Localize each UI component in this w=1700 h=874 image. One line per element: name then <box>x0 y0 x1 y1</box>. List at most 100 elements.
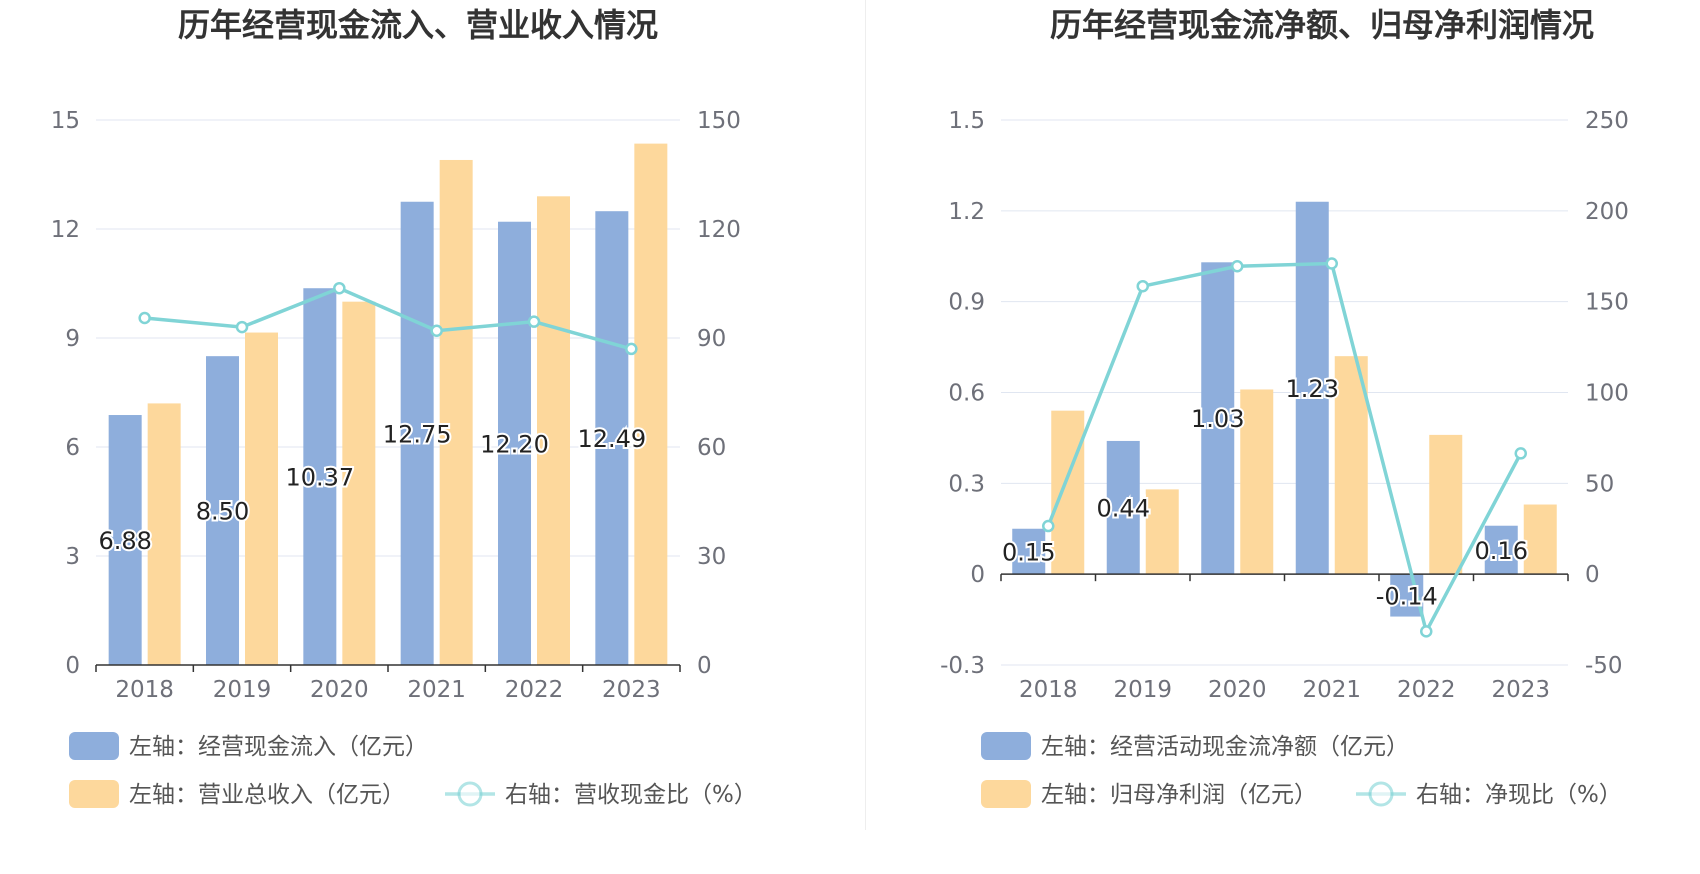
right-axis-tick: 250 <box>1585 108 1629 134</box>
ratio-point <box>1514 447 1527 460</box>
bar-primary <box>1012 528 1046 575</box>
legend-label: 左轴：经营活动现金流净额（亿元） <box>1041 734 1409 760</box>
bar-data-label: 0.44 <box>1097 495 1150 523</box>
category-label: 2023 <box>1491 677 1550 703</box>
legend-label: 右轴：营收现金比（%） <box>505 782 757 808</box>
ratio-point <box>138 311 151 325</box>
chart-panel-right: 历年经营现金流净额、归母净利润情况 -0.3 0 0.3 0.6 0.9 1.2 1.5 -50… <box>850 0 1700 874</box>
bar-secondary <box>439 159 473 665</box>
chart-title: 历年经营现金流净额、归母净利润情况 <box>1050 6 1594 44</box>
left-axis-tick: 12 <box>51 217 80 243</box>
right-axis-tick: 100 <box>1585 381 1629 407</box>
bar-secondary <box>1429 434 1463 575</box>
ratio-point <box>333 281 346 295</box>
category-label: 2022 <box>505 677 564 703</box>
bar-data-label: 6.88 <box>98 527 151 555</box>
bar-primary <box>498 221 531 665</box>
bar-primary <box>400 201 434 665</box>
category-label: 2020 <box>310 677 369 703</box>
bar-primary <box>206 356 239 665</box>
left-axis-tick: 0.3 <box>948 471 985 497</box>
bar-primary <box>595 211 629 666</box>
right-axis-tick: 150 <box>697 108 741 134</box>
bar-secondary <box>1240 389 1274 575</box>
right-axis-tick: 120 <box>697 217 741 243</box>
category-label: 2019 <box>213 677 272 703</box>
ratio-point <box>1136 279 1149 293</box>
bar-data-label: 8.50 <box>196 498 249 526</box>
bar-primary <box>1201 262 1235 575</box>
ratio-point <box>1231 259 1244 273</box>
left-axis-tick: 9 <box>65 326 80 352</box>
right-axis-tick: 60 <box>697 435 726 461</box>
left-axis-tick: 1.5 <box>948 108 985 134</box>
category-label: 2021 <box>407 677 466 703</box>
legend-swatch <box>981 780 1031 808</box>
category-label: 2019 <box>1113 677 1172 703</box>
category-label: 2020 <box>1208 677 1267 703</box>
legend-label: 右轴：净现比（%） <box>1416 782 1622 808</box>
left-axis-tick: 15 <box>51 108 80 134</box>
legend-swatch <box>981 732 1031 760</box>
legend-label: 左轴：营业总收入（亿元） <box>129 782 405 808</box>
netcash-profit-chart: 历年经营现金流净额、归母净利润情况 -0.3 0 0.3 0.6 0.9 1.2 1.5 -50… <box>940 6 1629 808</box>
ratio-point <box>235 320 249 334</box>
ratio-line <box>144 286 632 351</box>
bar-data-label: 0.15 <box>1002 538 1055 566</box>
bar-data-label: 1.03 <box>1191 405 1244 433</box>
bar-data-label: 12.75 <box>383 420 452 448</box>
ratio-line <box>1046 261 1523 637</box>
left-axis-tick: 0.9 <box>948 290 985 316</box>
chart-group: 历年经营现金流净额、归母净利润情况 -0.3 0 0.3 0.6 0.9 1.2 1.5 -50… <box>940 6 1629 808</box>
left-axis-tick: 1.2 <box>948 199 985 225</box>
legend-line-marker <box>1368 781 1394 807</box>
right-axis-tick: 90 <box>697 326 726 352</box>
ratio-point <box>1042 519 1055 533</box>
right-axis-tick: 30 <box>697 544 726 570</box>
bar-primary <box>108 415 142 665</box>
bar-secondary <box>634 143 668 665</box>
bar-data-label: 1.23 <box>1286 375 1339 403</box>
chart-group: 历年经营现金流入、营业收入情况0369121503060901201502018… <box>51 6 757 808</box>
right-axis-tick: 0 <box>1585 562 1600 588</box>
ratio-point <box>625 342 638 356</box>
left-axis-tick: -0.3 <box>940 653 985 679</box>
left-axis-tick: 6 <box>65 435 80 461</box>
bar-primary <box>303 288 337 665</box>
category-label: 2018 <box>115 677 174 703</box>
legend-swatch <box>69 732 119 760</box>
left-axis-tick: 3 <box>65 544 80 570</box>
left-axis-tick: 0.6 <box>948 381 985 407</box>
category-label: 2023 <box>602 677 661 703</box>
bar-data-label: 12.49 <box>577 425 646 453</box>
right-axis-tick: 50 <box>1585 471 1614 497</box>
panel-divider <box>865 0 866 830</box>
bar-secondary <box>1051 410 1085 575</box>
left-axis-tick: 0 <box>65 653 80 679</box>
right-axis-tick: 150 <box>1585 290 1629 316</box>
bar-data-label: 12.20 <box>480 430 549 458</box>
right-axis-tick: -50 <box>1585 653 1623 679</box>
bar-secondary <box>1145 489 1179 575</box>
category-label: 2018 <box>1019 677 1078 703</box>
left-axis-tick: 0 <box>970 562 985 588</box>
bar-data-label: -0.14 <box>1376 582 1438 610</box>
category-label: 2022 <box>1397 677 1456 703</box>
bar-secondary <box>1523 504 1557 575</box>
bar-secondary <box>245 332 278 665</box>
category-label: 2021 <box>1302 677 1361 703</box>
ratio-point <box>1420 625 1433 638</box>
ratio-point <box>527 315 541 328</box>
legend-label: 左轴：归母净利润（亿元） <box>1041 782 1317 808</box>
legend-label: 左轴：经营现金流入（亿元） <box>129 734 428 760</box>
ratio-point <box>430 324 443 337</box>
bar-secondary <box>342 301 376 665</box>
legend-line-marker <box>457 781 483 807</box>
bar-primary <box>1106 440 1140 575</box>
ratio-point <box>1325 257 1338 270</box>
bar-data-label: 10.37 <box>285 464 354 492</box>
bar-secondary <box>537 196 570 666</box>
bar-secondary <box>1334 356 1368 575</box>
bar-data-label: 0.16 <box>1475 537 1528 565</box>
bar-secondary <box>147 403 181 665</box>
